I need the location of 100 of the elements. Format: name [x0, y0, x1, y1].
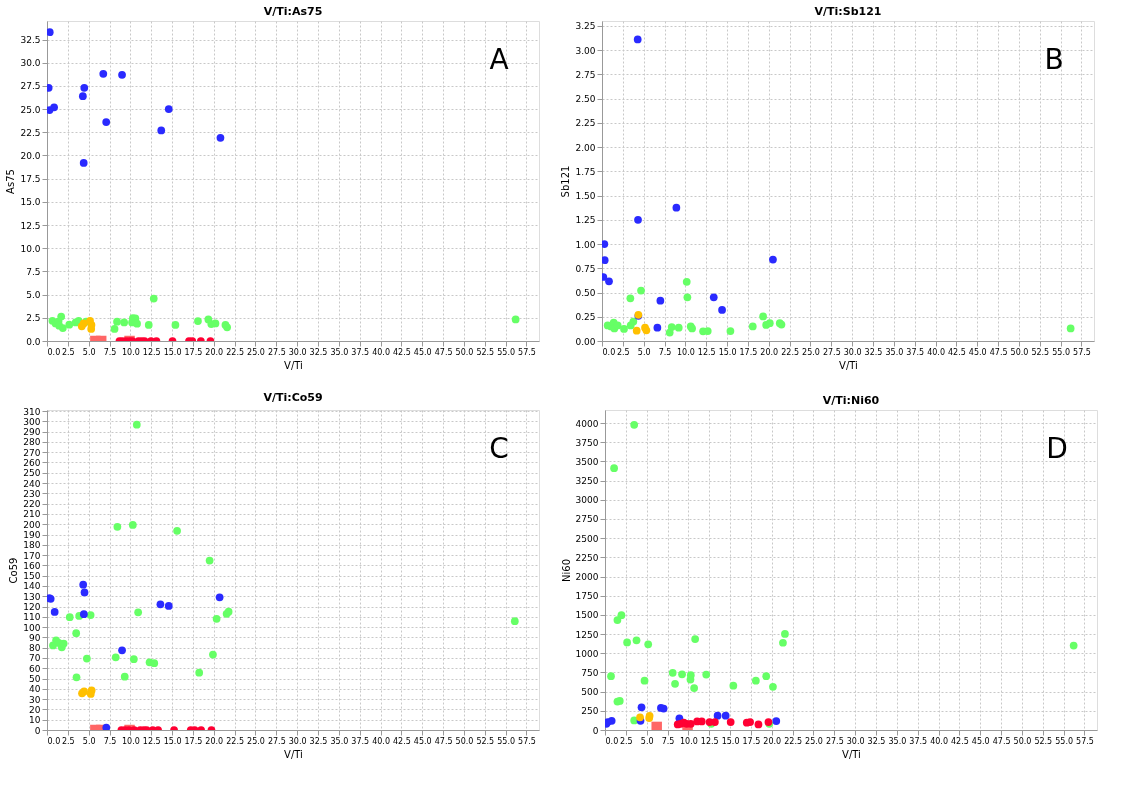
y-tick-label: 250 [581, 706, 599, 717]
x-tick-label: 35.0 [888, 736, 907, 746]
annotation: B [1044, 43, 1064, 76]
x-tick-label: 30.0 [288, 347, 307, 357]
y-tick-label: 220 [23, 499, 41, 510]
y-tick-label: 120 [23, 602, 41, 613]
x-tick-label: 7.5 [658, 347, 672, 357]
y-tick-label: 1.00 [575, 239, 596, 250]
y-tick-label: 250 [23, 468, 41, 479]
x-tick-label: 10.0 [676, 347, 695, 357]
x-axis-title: V/Ti [842, 748, 861, 760]
y-tick-label: 15.0 [20, 197, 41, 208]
x-tick-label: 32.5 [309, 736, 328, 746]
annotation: D [1046, 432, 1068, 465]
x-tick-label: 32.5 [864, 347, 883, 357]
y-axis-title: Ni60 [560, 559, 572, 582]
x-tick-label: 27.5 [822, 347, 841, 357]
y-tick-label: 2.25 [575, 118, 596, 129]
x-tick-label: 55.0 [1055, 736, 1074, 746]
x-tick-label: 20.0 [760, 347, 779, 357]
y-tick-label: 30 [29, 694, 41, 705]
x-tick-label: 2.5 [616, 347, 630, 357]
y-tick-label: 160 [23, 560, 41, 571]
x-tick-label: 22.5 [226, 347, 245, 357]
y-tick-label: 500 [581, 687, 599, 698]
x-tick-label: 2.5 [619, 736, 633, 746]
y-tick-label: 5.0 [26, 290, 41, 301]
x-tick-label: 7.5 [103, 736, 117, 746]
y-tick-label: 0 [34, 725, 41, 736]
x-tick-label: 0.0 [602, 347, 616, 357]
x-tick-label: 30.0 [843, 347, 862, 357]
x-tick-label: 12.5 [697, 347, 716, 357]
y-tick-label: 140 [23, 581, 41, 592]
x-tick-label: 37.5 [351, 736, 370, 746]
x-tick-label: 40.0 [372, 736, 390, 746]
y-tick-label: 12.5 [20, 220, 41, 231]
y-axis-title: Co59 [8, 557, 20, 584]
y-tick-label: 3.00 [575, 45, 596, 56]
x-tick-label: 7.5 [661, 736, 675, 746]
x-tick-label: 27.5 [825, 736, 844, 746]
x-tick-label: 25.0 [802, 347, 820, 357]
y-tick-label: 4000 [575, 418, 599, 429]
x-tick-label: 22.5 [781, 347, 800, 357]
x-tick-label: 15.0 [721, 736, 740, 746]
y-tick-label: 290 [23, 427, 41, 438]
y-tick-label: 1.75 [575, 166, 596, 177]
x-tick-label: 27.5 [267, 736, 286, 746]
y-tick-label: 2250 [575, 552, 599, 563]
x-tick-label: 37.5 [906, 347, 925, 357]
x-tick-label: 12.5 [142, 347, 161, 357]
y-tick-label: 280 [23, 437, 41, 448]
y-tick-label: 2.00 [575, 142, 596, 153]
x-tick-label: 37.5 [909, 736, 928, 746]
y-tick-label: 10.0 [20, 243, 41, 254]
y-axis-title: Sb121 [560, 165, 572, 198]
x-tick-label: 50.0 [1010, 347, 1029, 357]
x-tick-label: 2.5 [61, 736, 75, 746]
y-tick-label: 0 [592, 725, 599, 736]
x-tick-label: 47.5 [989, 347, 1008, 357]
x-tick-label: 7.5 [103, 347, 117, 357]
y-tick-label: 0.50 [575, 288, 596, 299]
y-tick-label: 32.5 [20, 35, 41, 46]
y-tick-label: 3500 [575, 456, 599, 467]
y-tick-label: 100 [23, 622, 41, 633]
x-tick-label: 55.0 [1052, 347, 1071, 357]
x-tick-label: 42.5 [393, 736, 411, 746]
y-tick-label: 3000 [575, 495, 599, 506]
x-tick-label: 2.5 [61, 347, 75, 357]
x-tick-label: 47.5 [434, 347, 453, 357]
x-tick-label: 55.0 [497, 347, 516, 357]
x-tick-label: 57.5 [1073, 347, 1091, 357]
y-tick-label: 230 [23, 488, 41, 499]
x-tick-label: 45.0 [413, 347, 432, 357]
x-tick-label: 52.5 [1031, 347, 1050, 357]
x-tick-label: 22.5 [784, 736, 803, 746]
y-tick-label: 170 [23, 550, 41, 561]
x-tick-label: 42.5 [393, 347, 411, 357]
x-tick-label: 35.0 [330, 347, 349, 357]
y-tick-label: 0.0 [26, 336, 41, 347]
x-tick-label: 0.0 [47, 736, 61, 746]
y-axis-title: As75 [5, 169, 17, 194]
x-tick-label: 10.0 [679, 736, 698, 746]
x-tick-label: 52.5 [1034, 736, 1053, 746]
chart-title: V/Ti:As75 [263, 5, 323, 18]
x-tick-label: 30.0 [288, 736, 307, 746]
chart-title: V/Ti:Sb121 [814, 5, 882, 18]
y-tick-label: 210 [23, 509, 41, 520]
y-tick-label: 130 [23, 591, 41, 602]
y-tick-label: 2.5 [26, 313, 41, 324]
y-tick-label: 50 [29, 674, 41, 685]
x-tick-label: 20.0 [205, 347, 224, 357]
y-tick-label: 0.00 [575, 336, 596, 347]
y-tick-label: 25.0 [20, 104, 41, 115]
y-tick-label: 2500 [575, 533, 599, 544]
x-tick-label: 5.0 [82, 736, 96, 746]
y-tick-label: 1.50 [575, 191, 596, 202]
x-tick-label: 12.5 [142, 736, 161, 746]
x-tick-label: 5.0 [82, 347, 96, 357]
x-tick-label: 57.5 [518, 736, 536, 746]
x-axis-title: V/Ti [284, 359, 303, 371]
